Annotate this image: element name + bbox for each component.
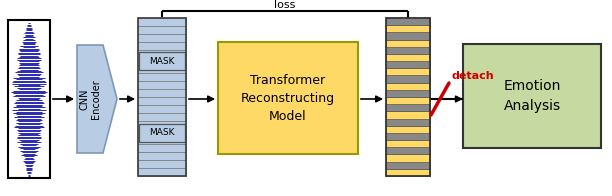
Bar: [138, 105, 186, 113]
Bar: [463, 44, 601, 148]
Bar: [386, 18, 430, 176]
Bar: [138, 152, 186, 160]
Bar: [386, 54, 430, 61]
Bar: [138, 50, 186, 57]
Text: Emotion
Analysis: Emotion Analysis: [503, 79, 561, 113]
Bar: [138, 73, 186, 81]
Bar: [386, 47, 430, 54]
Text: Transformer
Reconstructing
Model: Transformer Reconstructing Model: [241, 74, 335, 122]
Bar: [138, 136, 186, 144]
Bar: [386, 126, 430, 133]
Bar: [386, 104, 430, 111]
Bar: [386, 154, 430, 162]
Bar: [386, 25, 430, 32]
Text: MASK: MASK: [149, 57, 175, 66]
Bar: [138, 89, 186, 97]
Bar: [138, 129, 186, 136]
Bar: [386, 140, 430, 147]
Bar: [139, 53, 185, 70]
Text: detach: detach: [452, 71, 494, 81]
Bar: [386, 32, 430, 40]
Bar: [386, 111, 430, 119]
Text: MASK: MASK: [149, 128, 175, 137]
Bar: [138, 57, 186, 65]
Bar: [386, 147, 430, 154]
Bar: [386, 83, 430, 90]
Bar: [138, 18, 186, 176]
Bar: [138, 65, 186, 73]
Text: CNN
Encoder: CNN Encoder: [79, 79, 101, 119]
Bar: [138, 42, 186, 50]
Bar: [386, 162, 430, 169]
Bar: [386, 169, 430, 176]
Bar: [386, 97, 430, 104]
Bar: [138, 97, 186, 105]
Bar: [138, 168, 186, 176]
Bar: [386, 61, 430, 68]
Bar: [139, 123, 185, 142]
Bar: [386, 133, 430, 140]
Bar: [138, 160, 186, 168]
Bar: [386, 68, 430, 75]
Bar: [386, 75, 430, 83]
Bar: [138, 81, 186, 89]
Bar: [386, 40, 430, 47]
Polygon shape: [77, 45, 117, 153]
Bar: [138, 18, 186, 26]
Bar: [138, 144, 186, 152]
Text: reconstruction
loss: reconstruction loss: [245, 0, 326, 10]
Bar: [386, 90, 430, 97]
Bar: [138, 26, 186, 34]
Bar: [8, 20, 50, 178]
Bar: [386, 18, 430, 25]
Bar: [138, 34, 186, 42]
Bar: [138, 113, 186, 121]
Bar: [386, 119, 430, 126]
Bar: [218, 42, 358, 154]
Bar: [138, 121, 186, 129]
